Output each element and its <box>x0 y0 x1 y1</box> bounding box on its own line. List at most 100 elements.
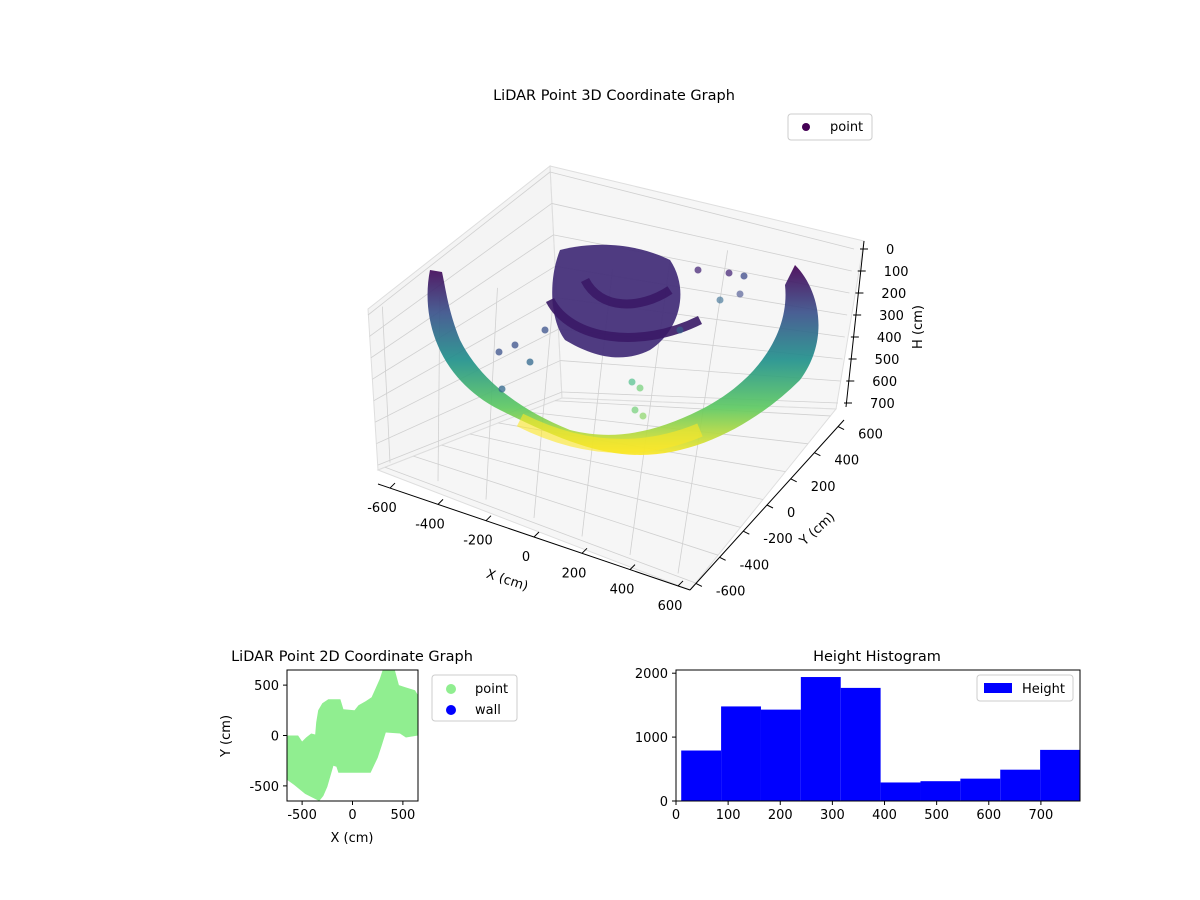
legend-marker-wall-2d <box>446 705 456 715</box>
x-tick-label: 400 <box>610 583 635 598</box>
chart-2d-title: LiDAR Point 2D Coordinate Graph <box>231 649 473 665</box>
histogram-bar <box>840 687 881 801</box>
legend-marker-point <box>802 123 810 131</box>
chart-2d: LiDAR Point 2D Coordinate Graph -500 0 500… <box>219 649 518 846</box>
x-tick-label-hist: 300 <box>820 808 845 823</box>
grid-line <box>381 306 391 463</box>
histogram-bar <box>880 782 921 801</box>
x-tick-label-2d: -500 <box>287 808 317 823</box>
x-tick-label-hist: 0 <box>672 808 680 823</box>
y-tick-label: 400 <box>834 454 859 469</box>
y-tick <box>766 504 774 509</box>
histogram-bar <box>1040 749 1080 801</box>
legend-2d: point wall <box>431 674 518 722</box>
y-tick-label: -600 <box>716 584 746 599</box>
z-axis-label: H (cm) <box>911 305 926 349</box>
y-tick-label-2d: 0 <box>271 730 279 745</box>
ticks-3d: -600 -400 -200 0 200 400 600 -600 -400 -200 0 200 40… <box>367 243 908 614</box>
point-cloud-outer-bowl <box>427 265 819 455</box>
x-tick-label-2d: 500 <box>390 808 415 823</box>
chart-3d: LiDAR Point 3D Coordinate Graph <box>367 88 926 614</box>
grid-line <box>469 433 764 500</box>
histogram-bar <box>681 750 722 801</box>
x-tick-label: 600 <box>658 599 683 614</box>
y-tick-label: 600 <box>858 428 883 443</box>
legend-3d: point <box>787 113 873 141</box>
legend-marker-height <box>984 683 1012 693</box>
x-tick-label: -400 <box>415 517 445 532</box>
y-tick <box>743 530 750 535</box>
z-tick-label: 300 <box>879 309 904 324</box>
x-tick-label-hist: 700 <box>1028 808 1053 823</box>
x-tick-label-hist: 100 <box>716 808 741 823</box>
y-axis-label: Y (cm) <box>796 510 838 550</box>
grid-line <box>373 297 558 402</box>
legend-marker-point-2d <box>446 684 456 694</box>
x-tick-label-hist: 400 <box>872 808 897 823</box>
histogram-bar <box>920 781 961 801</box>
grid-line <box>551 203 852 272</box>
y-tick <box>790 478 797 483</box>
grid-line <box>533 278 556 519</box>
legend-label-wall-2d: wall <box>475 703 501 718</box>
histogram-bar <box>1000 769 1041 801</box>
histogram-bar <box>760 709 801 801</box>
grid-line <box>372 265 556 380</box>
y-tick-label: -200 <box>763 532 793 547</box>
y-tick-label: 200 <box>811 480 836 495</box>
z-tick-label: 400 <box>877 331 902 346</box>
grid-line <box>561 391 839 404</box>
x-tick <box>485 515 492 522</box>
grid-line <box>549 171 855 250</box>
z-tick-label: 0 <box>886 243 894 258</box>
x-tick-label-hist: 500 <box>924 808 949 823</box>
x-axis-label: X (cm) <box>484 567 530 595</box>
z-tick-label: 600 <box>872 375 897 390</box>
z-tick-label: 100 <box>884 265 909 280</box>
y-tick <box>719 556 726 561</box>
histogram-title: Height Histogram <box>813 649 941 665</box>
legend-histogram: Height <box>976 674 1074 702</box>
point-cloud <box>427 244 819 455</box>
x-tick <box>629 564 636 570</box>
ticks-histogram: 0 100 200 300 400 500 600 700 0 1000 2000 <box>635 667 1053 823</box>
y-tick-label: 0 <box>787 506 795 521</box>
x-axis-label-2d: X (cm) <box>331 831 374 846</box>
x-tick <box>581 547 588 554</box>
histogram-bar <box>960 778 1001 801</box>
grid-line <box>413 455 719 556</box>
x-tick <box>677 580 684 587</box>
chart-3d-title: LiDAR Point 3D Coordinate Graph <box>493 88 735 104</box>
y-tick <box>695 583 703 587</box>
ticks-2d: -500 0 500 -500 0 500 <box>249 679 415 823</box>
x-tick <box>533 531 540 538</box>
z-tick-label: 200 <box>881 287 906 302</box>
y-tick-label: -400 <box>740 558 770 573</box>
grid-line <box>370 234 554 359</box>
grid-line <box>377 391 563 466</box>
chart-histogram: Height Histogram 0 100 200 300 400 500 600 7000… <box>635 649 1081 823</box>
y-tick-label-2d: -500 <box>249 780 279 795</box>
grid-line <box>376 360 561 444</box>
histogram-bars <box>681 677 1080 801</box>
frame-histogram <box>675 669 1081 802</box>
y-tick-label-hist: 1000 <box>635 731 668 746</box>
histogram-bar <box>800 677 841 801</box>
y-axis-label-2d: Y (cm) <box>219 715 234 758</box>
x-tick-label: -600 <box>367 501 397 516</box>
y-tick <box>814 452 821 457</box>
point-region-2d <box>287 670 418 801</box>
legend-label-point-2d: point <box>475 682 508 697</box>
y-tick-label-hist: 0 <box>660 795 668 810</box>
x-tick-label: 200 <box>562 566 587 581</box>
grid-line <box>384 466 696 584</box>
x-tick-label: 0 <box>522 550 530 565</box>
grid-line <box>441 444 741 528</box>
x-tick-label-hist: 200 <box>768 808 793 823</box>
y-tick <box>837 426 845 430</box>
z-tick-label: 700 <box>870 397 895 412</box>
grid-line <box>367 171 551 316</box>
legend-label-height: Height <box>1022 682 1065 697</box>
point-cloud-lower-band <box>516 413 703 454</box>
